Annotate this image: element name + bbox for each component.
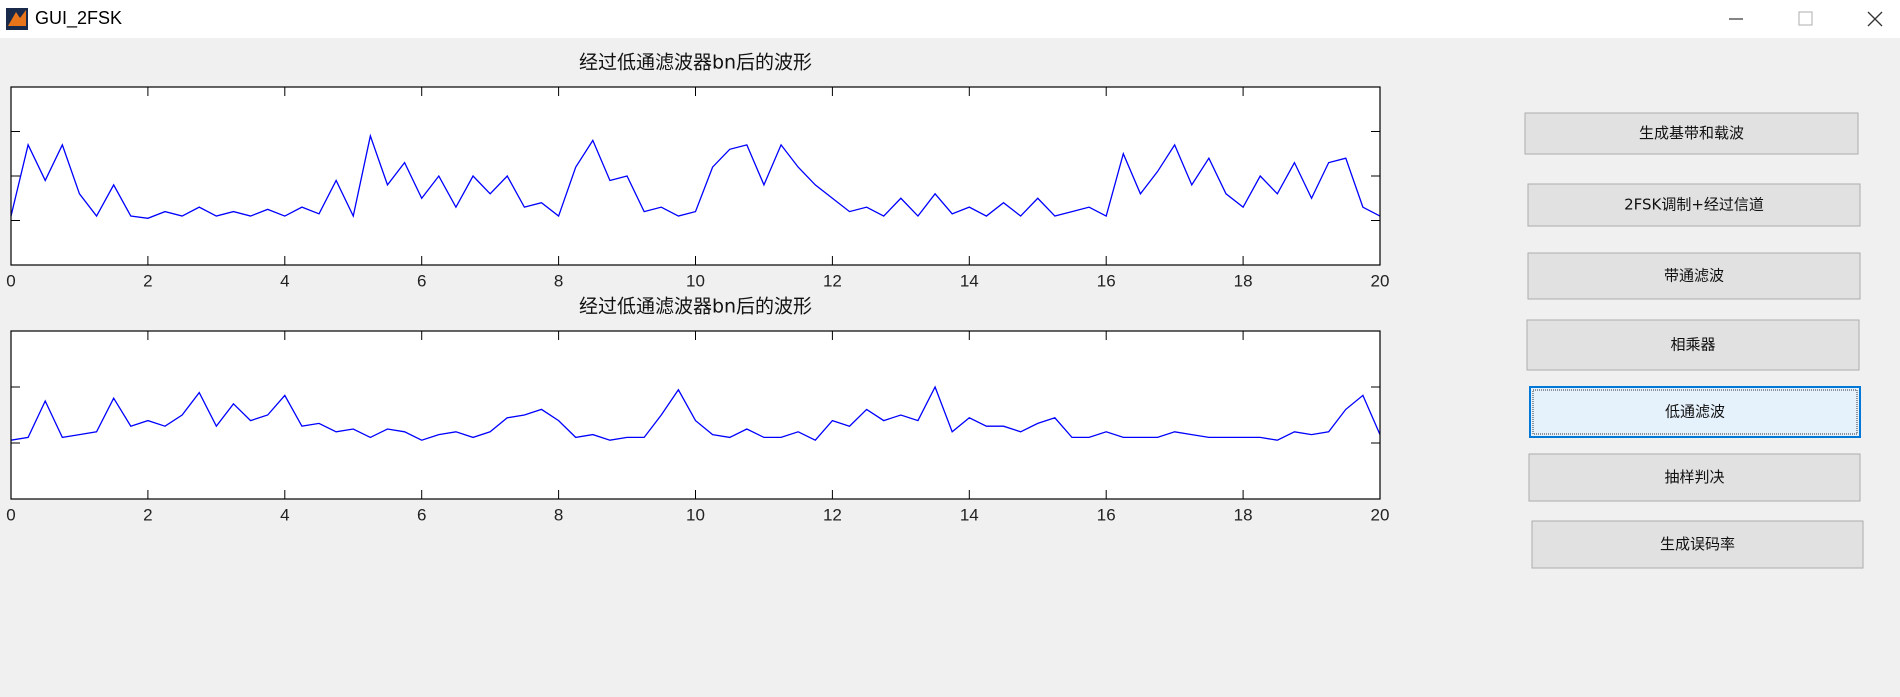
x-tick-label: 8	[554, 271, 563, 290]
data-line	[10, 133, 1381, 219]
x-tick-label: 12	[823, 271, 842, 290]
button-label[interactable]: 2FSK调制+经过信道	[1624, 196, 1764, 214]
x-tick-label: 4	[280, 271, 289, 290]
button-face[interactable]	[1528, 453, 1861, 502]
button-label[interactable]: 抽样判决	[1664, 468, 1724, 486]
maximize-button[interactable]	[1798, 11, 1813, 26]
x-tick-label: 14	[960, 271, 979, 290]
button-face[interactable]	[1527, 252, 1861, 300]
chart-title: 经过低通滤波器bn后的波形	[579, 296, 812, 318]
axes-box	[10, 86, 1381, 266]
chart: 经过低通滤波器bn后的波形 0 2 4 6 8 10 12 14 16 18 20	[6, 52, 1389, 291]
plot-area	[11, 331, 1380, 499]
x-tick-label: 20	[1371, 271, 1390, 290]
plot-area	[11, 87, 1380, 265]
push-button[interactable]: 相乘器	[1526, 319, 1860, 371]
x-tick-label: 20	[1371, 505, 1390, 524]
button-face[interactable]	[1524, 112, 1859, 155]
push-button[interactable]: 抽样判决	[1528, 453, 1861, 502]
focus-ring[interactable]	[1532, 389, 1858, 435]
chart: 经过低通滤波器bn后的波形 0 2 4 6 8 10 12 14 16 18 20	[6, 296, 1389, 525]
button-label[interactable]: 相乘器	[1670, 336, 1715, 354]
x-tick-label: 0	[6, 271, 15, 290]
x-tick-label: 18	[1234, 505, 1253, 524]
x-tick-label: 10	[686, 505, 705, 524]
title-bar	[0, 0, 1900, 38]
push-button[interactable]: 生成基带和载波	[1524, 112, 1859, 155]
push-button[interactable]: 生成误码率	[1531, 520, 1864, 569]
data-line	[10, 385, 1381, 442]
push-button[interactable]: 2FSK调制+经过信道	[1527, 183, 1861, 227]
x-tick-label: 4	[280, 505, 289, 524]
x-tick-label: 2	[143, 505, 152, 524]
x-tick-label: 10	[686, 271, 705, 290]
button-face[interactable]	[1526, 319, 1860, 371]
push-button[interactable]: 带通滤波	[1527, 252, 1861, 300]
chart-title: 经过低通滤波器bn后的波形	[579, 52, 812, 74]
x-tick-label: 12	[823, 505, 842, 524]
close-button[interactable]	[1867, 11, 1883, 27]
button-label[interactable]: 生成基带和载波	[1639, 124, 1744, 142]
x-tick-label: 6	[417, 271, 426, 290]
x-tick-label: 8	[554, 505, 563, 524]
x-tick-label: 14	[960, 505, 979, 524]
window-title: GUI_2FSK	[35, 8, 122, 29]
button-face[interactable]	[1527, 183, 1861, 227]
x-tick-label: 18	[1234, 271, 1253, 290]
x-tick-label: 16	[1097, 505, 1116, 524]
x-tick-label: 6	[417, 505, 426, 524]
push-button[interactable]: 低通滤波	[1529, 386, 1861, 438]
button-face[interactable]	[1531, 520, 1864, 569]
button-label[interactable]: 生成误码率	[1660, 535, 1735, 553]
x-tick-label: 2	[143, 271, 152, 290]
button-face[interactable]	[1529, 386, 1861, 438]
x-tick-label: 16	[1097, 271, 1116, 290]
button-label[interactable]: 带通滤波	[1664, 267, 1724, 285]
x-tick-label: 0	[6, 505, 15, 524]
app-icon	[6, 8, 28, 30]
button-label[interactable]: 低通滤波	[1665, 403, 1725, 421]
axes-box	[10, 330, 1381, 500]
